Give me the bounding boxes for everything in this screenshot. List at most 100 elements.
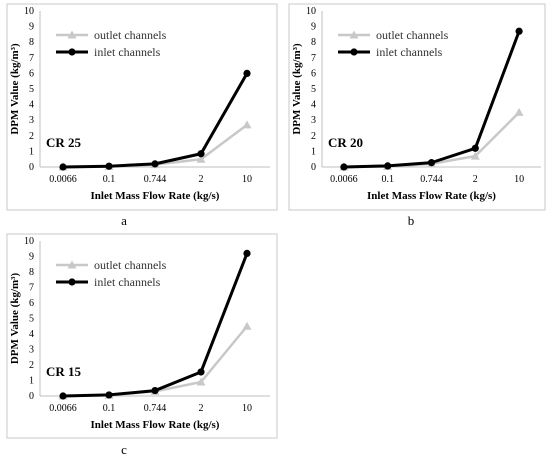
- chart-c: 0 1 2 3 4 5 6 7 8 9 10 0.0066 0.1 0.744 2 10 Inlet Mass …: [6, 233, 278, 457]
- outlet-data-point: [196, 377, 206, 386]
- x-tick-label: 0.744: [144, 403, 167, 414]
- legend-label: inlet channels: [376, 45, 443, 59]
- y-tick-label: 3: [29, 345, 34, 356]
- y-tick-label: 6: [311, 68, 316, 79]
- y-tick-label: 4: [29, 100, 34, 111]
- chart-frame: [6, 233, 278, 439]
- x-tick-label: 0.744: [420, 174, 443, 185]
- inlet-data-point: [243, 69, 251, 77]
- y-tick-label: 10: [24, 236, 34, 247]
- chart-b: 0 1 2 3 4 5 6 7 8 9 10 0.0066 0.1 0.744 2 10 Inlet Mass …: [288, 3, 546, 228]
- cr-annotation: CR 25: [46, 135, 82, 150]
- y-tick-label: 0: [311, 162, 316, 173]
- legend-label: inlet channels: [94, 45, 161, 59]
- y-tick-label: 3: [29, 115, 34, 126]
- y-axis-label: DPM Value (kg/m³): [9, 43, 21, 135]
- y-tick-label: 5: [311, 84, 316, 95]
- x-tick-label: 2: [199, 174, 204, 185]
- outlet-data-point: [196, 154, 206, 163]
- y-tick-label: 8: [29, 267, 34, 278]
- x-axis-label: Inlet Mass Flow Rate (kg/s): [91, 419, 220, 431]
- y-axis-label: DPM Value (kg/m³): [291, 43, 303, 135]
- x-tick-label: 10: [242, 174, 252, 185]
- y-tick-label: 5: [29, 314, 34, 325]
- y-tick-label: 10: [306, 6, 316, 17]
- y-tick-label: 6: [29, 298, 34, 309]
- y-tick-label: 5: [29, 84, 34, 95]
- x-axis-label: Inlet Mass Flow Rate (kg/s): [91, 190, 220, 202]
- inlet-series-line: [62, 72, 249, 169]
- y-tick-label: 8: [311, 37, 316, 48]
- inlet-data-point: [515, 27, 523, 35]
- y-tick-label: 1: [29, 376, 34, 387]
- inlet-data-point: [151, 386, 159, 395]
- panel-caption: a: [121, 213, 127, 228]
- x-axis-label: Inlet Mass Flow Rate (kg/s): [367, 190, 496, 202]
- chart-frame: [288, 3, 546, 211]
- y-tick-label: 9: [311, 22, 316, 33]
- legend-triangle-marker: [67, 260, 77, 269]
- outlet-data-point: [242, 321, 252, 330]
- legend-circle-marker: [350, 48, 358, 56]
- inlet-data-point: [197, 150, 205, 158]
- inlet-data-point: [151, 160, 159, 168]
- x-tick-label: 0.1: [381, 174, 394, 185]
- y-tick-label: 2: [311, 131, 316, 142]
- inlet-data-point: [197, 368, 205, 376]
- y-tick-label: 0: [29, 391, 34, 402]
- inlet-data-point: [384, 162, 392, 170]
- y-tick-label: 8: [29, 37, 34, 48]
- legend-triangle-marker: [67, 30, 77, 39]
- legend-label: outlet channels: [94, 258, 167, 272]
- x-tick-label: 2: [473, 174, 478, 185]
- y-tick-label: 9: [29, 252, 34, 263]
- y-tick-label: 2: [29, 360, 34, 371]
- outlet-series-line: [343, 111, 520, 169]
- y-tick-label: 0: [29, 162, 34, 173]
- x-tick-label: 0.0066: [49, 174, 77, 185]
- legend-circle-marker: [68, 48, 76, 56]
- y-tick-label: 9: [29, 22, 34, 33]
- legend-label: inlet channels: [94, 275, 161, 289]
- y-tick-label: 2: [29, 131, 34, 142]
- y-tick-label: 4: [311, 100, 316, 111]
- outlet-data-point: [514, 107, 524, 116]
- outlet-data-point: [242, 120, 252, 129]
- y-tick-label: 4: [29, 329, 34, 340]
- inlet-data-point: [105, 391, 113, 399]
- y-tick-label: 7: [29, 53, 34, 64]
- y-tick-label: 1: [311, 146, 316, 157]
- inlet-data-point: [471, 144, 479, 152]
- legend-label: outlet channels: [94, 28, 167, 42]
- x-tick-label: 0.1: [103, 403, 116, 414]
- panel-caption: b: [408, 213, 415, 228]
- y-tick-label: 7: [311, 53, 316, 64]
- legend-circle-marker: [68, 278, 76, 286]
- x-tick-label: 0.0066: [330, 174, 358, 185]
- y-tick-label: 1: [29, 146, 34, 157]
- inlet-data-point: [59, 163, 67, 171]
- cr-annotation: CR 20: [328, 135, 363, 150]
- y-tick-label: 7: [29, 283, 34, 294]
- inlet-data-point: [427, 159, 436, 167]
- legend-label: outlet channels: [376, 28, 449, 42]
- inlet-data-point: [59, 392, 67, 400]
- chart-a: 0 1 2 3 4 5 6 7 8 9 10 0.0066 0.1 0.744 2 10 Inlet Mass …: [6, 3, 278, 228]
- x-tick-label: 10: [514, 174, 524, 185]
- y-tick-label: 10: [24, 6, 34, 17]
- x-tick-label: 2: [199, 403, 204, 414]
- cr-annotation: CR 15: [46, 364, 82, 379]
- inlet-data-point: [105, 162, 113, 170]
- inlet-data-point: [340, 163, 348, 171]
- y-tick-label: 6: [29, 68, 34, 79]
- panel-caption: c: [121, 442, 127, 457]
- inlet-data-point: [243, 249, 251, 257]
- legend-triangle-marker: [349, 30, 359, 39]
- x-tick-label: 0.0066: [49, 403, 77, 414]
- x-tick-label: 0.744: [144, 174, 167, 185]
- outlet-data-point: [470, 151, 480, 160]
- outlet-series-line: [62, 325, 248, 398]
- y-tick-label: 3: [311, 115, 316, 126]
- chart-frame: [6, 3, 278, 211]
